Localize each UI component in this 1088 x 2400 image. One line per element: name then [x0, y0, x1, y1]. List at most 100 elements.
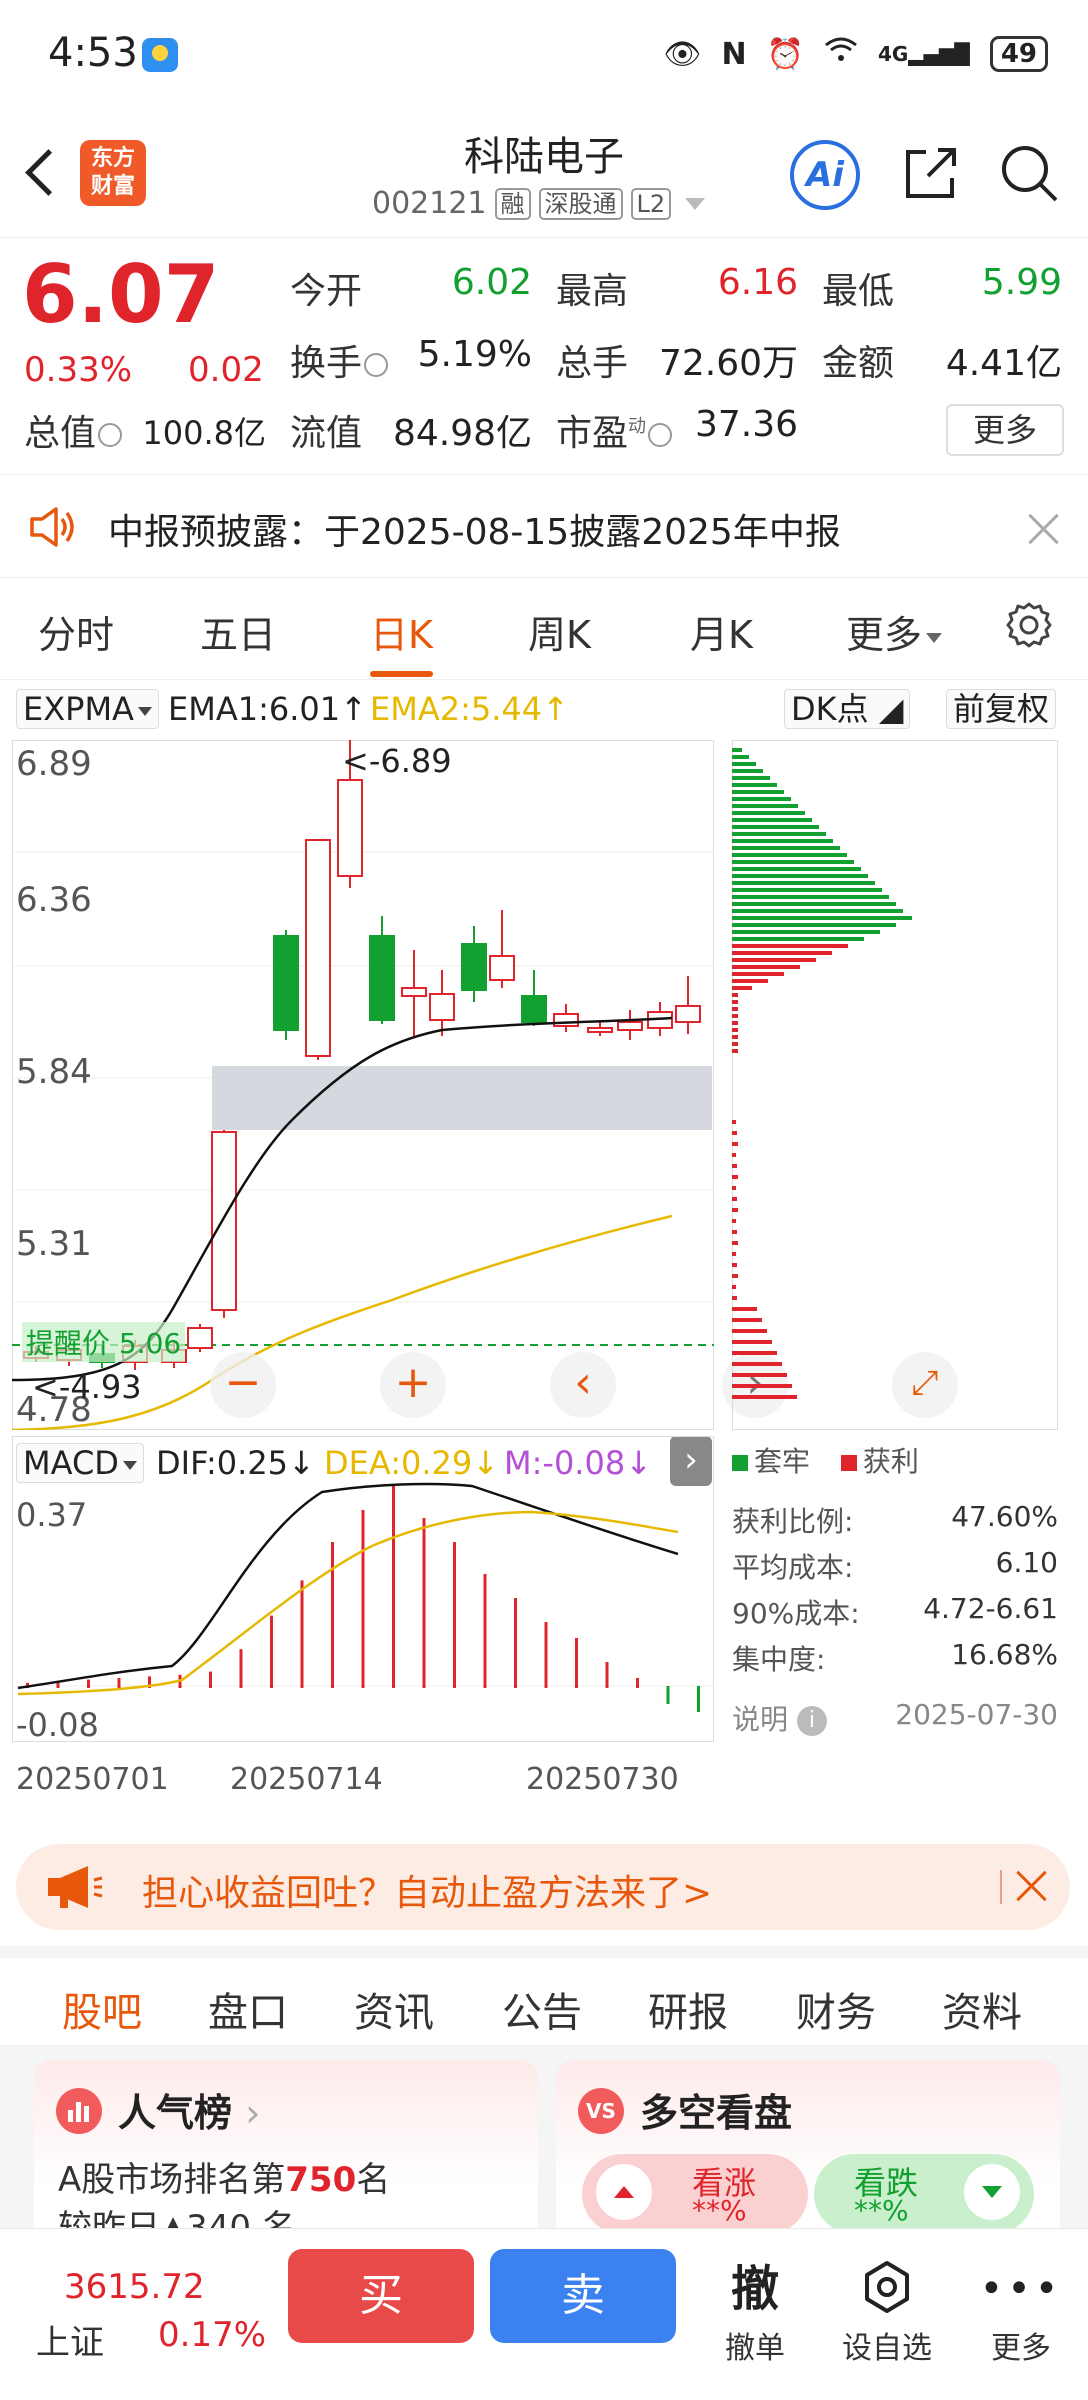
- chip-bar: [732, 1007, 738, 1011]
- candle-body: [461, 943, 487, 991]
- zoom-out-button[interactable]: −: [210, 1352, 276, 1418]
- avg-cost-label: 平均成本:: [732, 1551, 854, 1584]
- candle-body: [401, 987, 427, 997]
- alert-price-label[interactable]: 提醒价 5.06: [22, 1322, 186, 1362]
- chip-bar: [732, 958, 816, 962]
- gear-icon[interactable]: [1004, 600, 1054, 650]
- profit-swatch: [840, 1455, 857, 1471]
- margin-tag: 融: [494, 187, 531, 220]
- chip-bar: [732, 979, 768, 983]
- collapse-arrow-button[interactable]: ›: [670, 1436, 712, 1486]
- chip-bar: [732, 1153, 736, 1157]
- close-icon[interactable]: [1024, 509, 1064, 549]
- macd-selector[interactable]: MACD: [16, 1440, 144, 1486]
- chip-bar: [732, 1142, 738, 1146]
- chip-note[interactable]: 说明 i: [732, 1698, 827, 1738]
- index-percent[interactable]: 0.17%: [158, 2315, 267, 2355]
- announcement-bar[interactable]: 中报预披露：于2025-08-15披露2025年中报: [0, 474, 1088, 578]
- indicator-selector[interactable]: EXPMA: [16, 686, 159, 732]
- tab-profile[interactable]: 资料: [942, 1990, 1022, 2036]
- dropdown-icon: [685, 197, 706, 210]
- chip-bar: [732, 1049, 738, 1053]
- chip-legend: 套牢 获利: [732, 1440, 919, 1480]
- cost-90-label: 90%成本:: [732, 1597, 860, 1630]
- chip-bar: [732, 748, 742, 752]
- tab-more[interactable]: 更多: [846, 604, 943, 659]
- tab-research[interactable]: 研报: [648, 1990, 728, 2036]
- candle-body: [489, 955, 515, 981]
- expand-icon[interactable]: ⤢: [892, 1352, 958, 1418]
- watchlist-label: 设自选: [842, 2331, 932, 2366]
- bullish-vote-button[interactable]: 看涨 **%: [582, 2154, 808, 2234]
- info-icon[interactable]: [648, 423, 673, 447]
- candle-body: [675, 1005, 701, 1023]
- buy-button[interactable]: 买: [288, 2249, 474, 2343]
- tab-order-book[interactable]: 盘口: [208, 1990, 288, 2036]
- chip-bar: [732, 951, 832, 955]
- signal-icon: 4G▂▄▆█: [877, 42, 970, 66]
- chip-bar: [732, 965, 800, 969]
- bearish-vote-button[interactable]: 看跌 **%: [814, 2154, 1034, 2234]
- macd-label: MACD: [23, 1444, 119, 1482]
- concentration-value: 16.68%: [951, 1638, 1058, 1671]
- promo-text: 担心收益回吐？自动止盈方法来了>: [142, 1873, 713, 1914]
- chip-bar: [732, 1000, 738, 1004]
- share-icon[interactable]: [900, 142, 962, 204]
- cancel-order-button[interactable]: 撤 撤单: [700, 2259, 810, 2367]
- add-watchlist-button[interactable]: 设自选: [832, 2259, 942, 2367]
- popularity-card[interactable]: 人气榜 › A股市场排名第750名 较昨日▲340 名: [34, 2060, 538, 2240]
- zoom-in-button[interactable]: +: [380, 1352, 446, 1418]
- tab-daily-k[interactable]: 日K: [370, 604, 433, 677]
- tab-weekly-k[interactable]: 周K: [528, 613, 591, 657]
- close-icon[interactable]: [1012, 1866, 1052, 1906]
- more-quote-button[interactable]: 更多: [946, 404, 1064, 456]
- price-adjust-button[interactable]: 前复权: [946, 686, 1057, 732]
- status-icons: 👁 N ⏰ 4G▂▄▆█ 49: [663, 32, 1048, 76]
- macd-histogram-bar: [483, 1574, 487, 1688]
- macd-chart[interactable]: [12, 1436, 714, 1742]
- chip-bar: [732, 1230, 737, 1234]
- macd-histogram-bar: [636, 1678, 639, 1688]
- adjust-label: 前复权: [946, 689, 1057, 729]
- chip-bar: [732, 1373, 787, 1377]
- kline-chart[interactable]: [12, 740, 714, 1430]
- index-value[interactable]: 3615.72: [64, 2267, 205, 2307]
- sell-button[interactable]: 卖: [490, 2249, 676, 2343]
- tab-financials[interactable]: 财务: [796, 1990, 876, 2036]
- date-label-start: 20250701: [16, 1762, 169, 1797]
- stock-header: 东方 财富 科陆电子 002121 融 深股通 L2 Ai: [0, 110, 1088, 238]
- tab-intraday[interactable]: 分时: [38, 613, 115, 657]
- sentiment-card[interactable]: VS 多空看盘 看涨 **% 看跌 **%: [556, 2060, 1060, 2240]
- chip-bar: [732, 916, 912, 920]
- dk-point-button[interactable]: DK点 ◢: [784, 686, 911, 732]
- content-tabs: 股吧 盘口 资讯 公告 研报 财务 资料: [0, 1946, 1088, 2052]
- info-icon[interactable]: [98, 423, 123, 447]
- level2-tag: L2: [630, 187, 672, 220]
- chip-bar: [732, 1384, 792, 1388]
- ema1-value: EMA1:6.01↑: [168, 690, 367, 728]
- search-icon[interactable]: [998, 142, 1060, 204]
- alarm-icon: ⏰: [766, 36, 804, 72]
- stock-code-row[interactable]: 002121 融 深股通 L2: [372, 186, 706, 221]
- turnover-label-text: 换手: [290, 343, 363, 384]
- current-price: 6.07: [22, 248, 220, 341]
- more-actions-button[interactable]: ••• 更多: [966, 2259, 1076, 2367]
- promo-divider: [1000, 1870, 1002, 1904]
- tab-forum[interactable]: 股吧: [62, 1980, 142, 2052]
- chip-bar: [732, 923, 896, 927]
- index-name[interactable]: 上证: [36, 2323, 104, 2363]
- tab-news[interactable]: 资讯: [354, 1990, 434, 2036]
- tab-announcements[interactable]: 公告: [502, 1990, 582, 2036]
- info-icon[interactable]: [364, 353, 389, 377]
- scroll-left-button[interactable]: ‹: [550, 1352, 616, 1418]
- promo-banner[interactable]: 担心收益回吐？自动止盈方法来了>: [16, 1844, 1070, 1930]
- chip-distribution-chart[interactable]: [732, 740, 1058, 1430]
- chip-bar: [732, 986, 752, 990]
- tab-monthly-k[interactable]: 月K: [690, 613, 753, 657]
- rank-suffix: 名: [356, 2160, 391, 2200]
- tab-five-day[interactable]: 五日: [200, 613, 277, 657]
- candle-body: [429, 993, 455, 1021]
- chip-bar: [732, 1014, 738, 1018]
- ai-assistant-button[interactable]: Ai: [790, 140, 860, 210]
- eye-icon: 👁: [663, 36, 702, 72]
